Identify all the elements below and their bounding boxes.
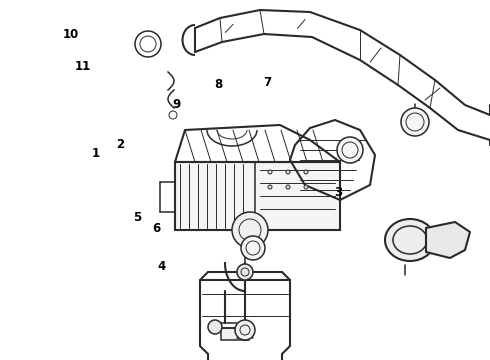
Circle shape <box>401 108 429 136</box>
Text: 6: 6 <box>153 222 161 235</box>
Circle shape <box>232 212 268 248</box>
Polygon shape <box>426 222 470 258</box>
Text: 11: 11 <box>74 60 91 73</box>
Text: 1: 1 <box>92 147 99 159</box>
Text: 7: 7 <box>263 76 271 89</box>
Circle shape <box>235 320 255 340</box>
Text: 8: 8 <box>214 78 222 91</box>
Circle shape <box>286 185 290 189</box>
Circle shape <box>268 170 272 174</box>
Text: 4: 4 <box>158 260 166 273</box>
Ellipse shape <box>385 219 435 261</box>
Text: 2: 2 <box>116 138 124 150</box>
Bar <box>221 328 249 340</box>
Circle shape <box>337 137 363 163</box>
Circle shape <box>268 185 272 189</box>
Text: 3: 3 <box>334 186 342 199</box>
Text: 5: 5 <box>133 211 141 224</box>
Text: 9: 9 <box>172 98 180 111</box>
Circle shape <box>286 170 290 174</box>
Circle shape <box>304 170 308 174</box>
Bar <box>175 162 340 230</box>
Circle shape <box>237 264 253 280</box>
Text: 10: 10 <box>63 28 79 41</box>
Circle shape <box>208 320 222 334</box>
Circle shape <box>304 185 308 189</box>
Circle shape <box>241 236 265 260</box>
